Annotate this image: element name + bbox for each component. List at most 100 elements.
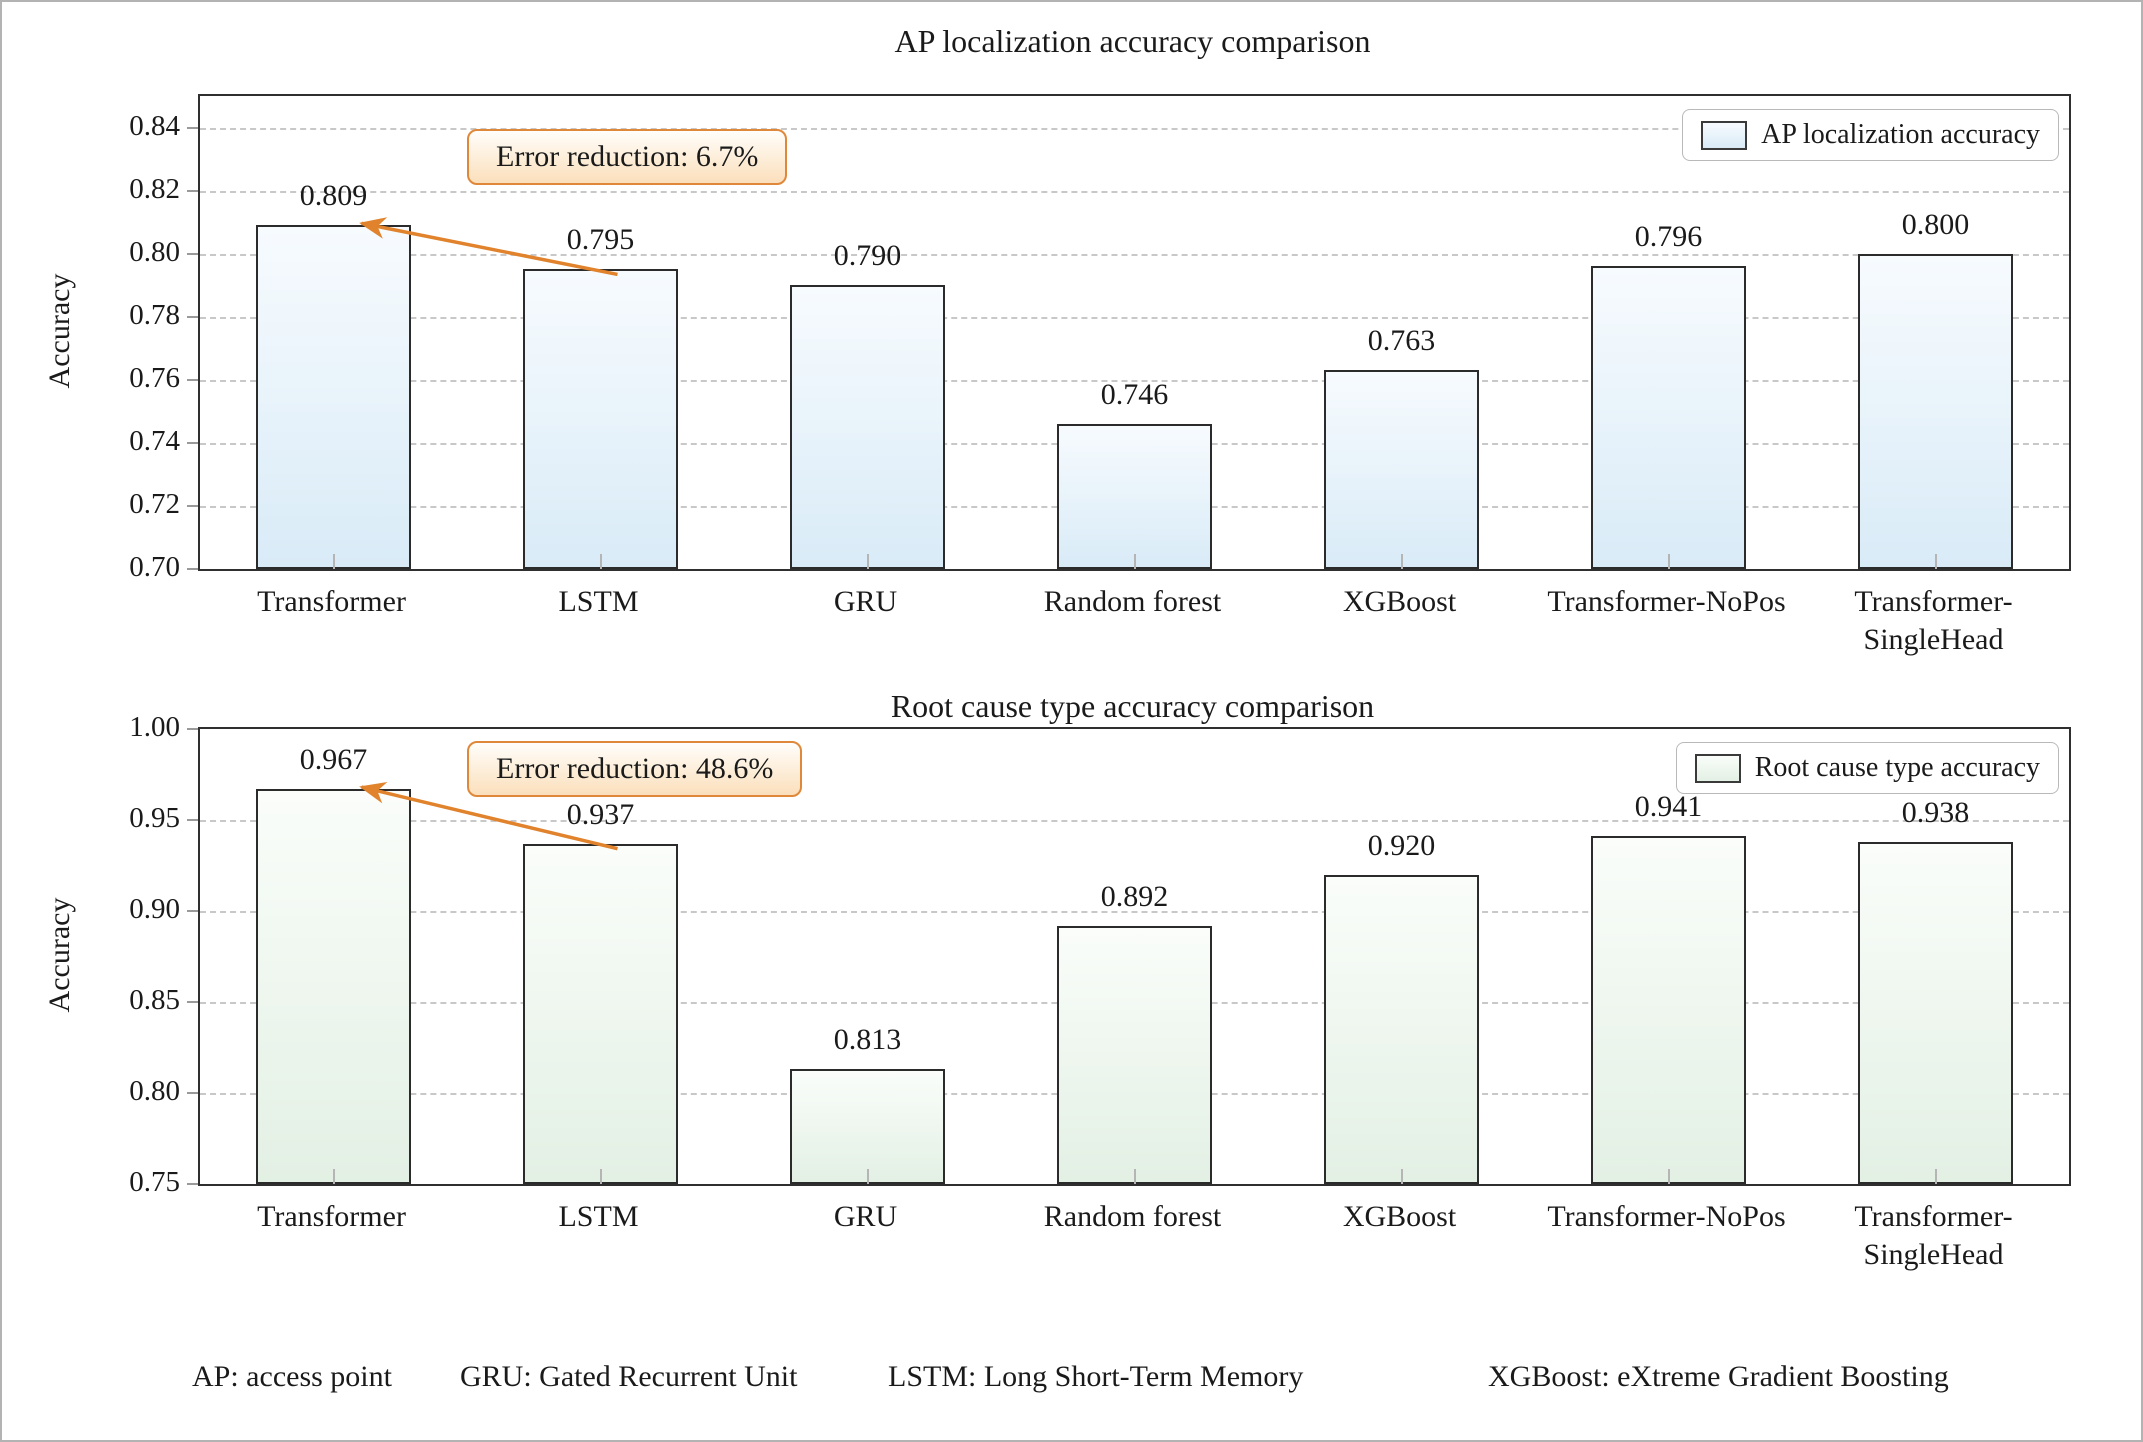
y-tick-mark	[187, 1001, 198, 1003]
bar	[1591, 266, 1746, 569]
bar-value-label: 0.763	[1367, 324, 1436, 358]
bar	[1324, 370, 1479, 569]
y-tick-label: 1.00	[129, 711, 180, 743]
bar	[1591, 836, 1746, 1184]
x-tick-label: Transformer	[257, 585, 406, 618]
y-tick-label: 0.78	[129, 298, 180, 331]
y-tick-mark	[187, 568, 198, 570]
y-tick-mark	[187, 189, 198, 192]
x-tick-mark	[866, 554, 869, 569]
bar-value-label: 0.746	[1100, 377, 1169, 411]
y-tick-label: 0.74	[129, 424, 180, 457]
bar-value-label: 0.800	[1901, 207, 1970, 241]
x-tick-label: GRU	[833, 585, 898, 618]
y-tick-label: 0.85	[129, 984, 180, 1016]
gridline	[200, 190, 2069, 193]
y-tick-label: 0.82	[129, 172, 180, 205]
x-tick-label: GRU	[833, 1200, 898, 1233]
x-tick-label: Random forest	[1043, 1200, 1222, 1233]
bar-value-label: 0.920	[1367, 828, 1436, 862]
x-tick-mark	[332, 554, 335, 569]
chart-title: AP localization accuracy comparison	[894, 23, 1371, 59]
annotation-box: Error reduction: 48.6%	[467, 741, 803, 797]
bar	[1057, 925, 1212, 1184]
footnote-xgboost: XGBoost: eXtreme Gradient Boosting	[1488, 1360, 1949, 1393]
x-tick-label: LSTM	[558, 1200, 639, 1233]
bar	[256, 225, 411, 569]
y-tick-mark	[187, 504, 198, 507]
x-tick-mark	[1934, 1169, 1937, 1184]
y-tick-mark	[187, 378, 198, 381]
x-tick-mark	[1934, 554, 1937, 569]
x-tick-mark	[599, 554, 602, 569]
y-tick-mark	[187, 315, 198, 318]
y-tick-label: 0.90	[129, 893, 180, 925]
legend-label: AP localization accuracy	[1761, 119, 2040, 150]
x-tick-label: Random forest	[1043, 585, 1222, 618]
bar	[523, 269, 678, 569]
bar-value-label: 0.809	[299, 179, 368, 213]
legend-swatch	[1694, 753, 1741, 783]
bar	[523, 843, 678, 1184]
legend: Root cause type accuracy	[1675, 742, 2059, 794]
y-tick-label: 0.80	[129, 235, 180, 268]
x-tick-label: Transformer- SingleHead	[1854, 1200, 2013, 1271]
gridline	[200, 911, 2069, 913]
bar	[1858, 253, 2013, 569]
footnote-lstm: LSTM: Long Short-Term Memory	[888, 1360, 1304, 1393]
bar-value-label: 0.937	[566, 797, 635, 831]
gridline	[200, 316, 2069, 319]
footnote-ap: AP: access point	[192, 1360, 392, 1393]
x-tick-mark	[1667, 1169, 1670, 1184]
y-tick-label: 0.72	[129, 487, 180, 520]
y-tick-label: 0.75	[129, 1166, 180, 1198]
bar-value-label: 0.795	[566, 223, 635, 257]
x-tick-mark	[1400, 554, 1403, 569]
y-tick-label: 0.76	[129, 361, 180, 394]
plot-area: Root cause type accuracy Error reduction…	[187, 727, 2071, 1186]
gridline	[200, 127, 2069, 130]
y-tick-mark	[187, 126, 198, 129]
bar-value-label: 0.813	[833, 1023, 902, 1057]
bar	[1324, 874, 1479, 1184]
x-tick-mark	[866, 1169, 869, 1184]
x-tick-label: Transformer-NoPos	[1547, 585, 1786, 618]
y-tick-mark	[187, 819, 198, 821]
annotation-box: Error reduction: 6.7%	[467, 129, 788, 185]
y-tick-mark	[187, 1183, 198, 1185]
bar-value-label: 0.790	[833, 239, 902, 273]
legend-label: Root cause type accuracy	[1754, 752, 2040, 783]
y-tick-mark	[187, 1092, 198, 1094]
bar	[256, 789, 411, 1184]
x-tick-label: LSTM	[558, 585, 639, 618]
gridline	[200, 253, 2069, 256]
x-tick-label: Transformer-NoPos	[1547, 1200, 1786, 1233]
x-tick-mark	[1133, 554, 1136, 569]
chart-title: Root cause type accuracy comparison	[890, 688, 1375, 724]
gridline	[200, 379, 2069, 382]
gridline	[200, 820, 2069, 822]
y-tick-mark	[187, 728, 198, 730]
x-tick-label: Transformer	[257, 1200, 406, 1233]
x-tick-mark	[1667, 554, 1670, 569]
plot-area: AP localization accuracy Error reduction…	[187, 94, 2071, 571]
y-tick-mark	[187, 910, 198, 912]
bar	[1057, 423, 1212, 569]
y-tick-label: 0.95	[129, 802, 180, 834]
x-tick-mark	[599, 1169, 602, 1184]
bar-value-label: 0.967	[299, 743, 368, 777]
footnote-gru: GRU: Gated Recurrent Unit	[460, 1360, 798, 1393]
bar	[1858, 841, 2013, 1184]
y-tick-label: 0.70	[129, 551, 180, 583]
bar	[790, 1069, 945, 1184]
x-tick-mark	[1400, 1169, 1403, 1184]
bar-value-label: 0.941	[1634, 790, 1703, 824]
x-tick-label: XGBoost	[1342, 585, 1457, 618]
x-tick-mark	[332, 1169, 335, 1184]
x-tick-label: XGBoost	[1342, 1200, 1457, 1233]
x-tick-label: Transformer- SingleHead	[1854, 585, 2013, 656]
y-tick-mark	[187, 441, 198, 444]
